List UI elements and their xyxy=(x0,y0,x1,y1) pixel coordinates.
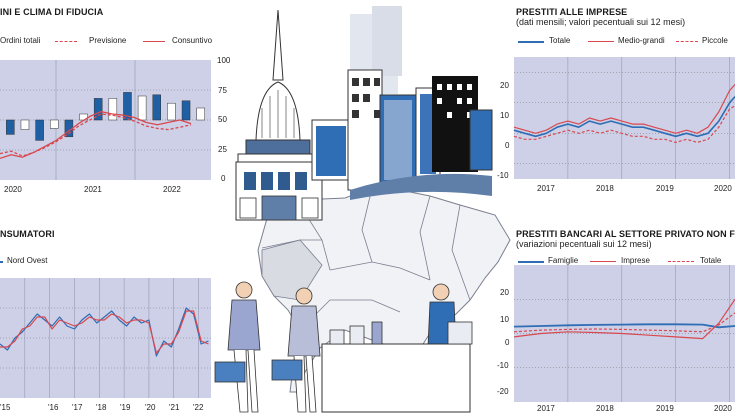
tl-xtick-2021: 2021 xyxy=(84,185,102,194)
tr-legend-piccole-swatch xyxy=(676,41,698,42)
tr-legend-medio-grandi-swatch xyxy=(588,41,614,42)
tl-bar-7 xyxy=(108,98,118,121)
br-ytick-0: 0 xyxy=(505,338,510,347)
tl-bar-12 xyxy=(181,100,191,121)
tl-legend-ordini: Ordini totali xyxy=(0,36,41,45)
bl-xtick-18: '18 xyxy=(96,403,107,412)
br-ytick-10: 10 xyxy=(500,315,509,324)
bl-xtick-19: '19 xyxy=(120,403,131,412)
bl-legend-swatch xyxy=(0,261,3,263)
tl-title: INI E CLIMA DI FIDUCIA xyxy=(0,7,104,17)
mole-antonelliana-illustration xyxy=(235,9,323,221)
bl-xtick-15: '15 xyxy=(0,403,11,412)
tl-ytick-25: 25 xyxy=(218,145,227,154)
tr-legend-totale: Totale xyxy=(549,36,571,45)
tr-title: PRESTITI ALLE IMPRESE xyxy=(516,7,628,17)
tr-xtick-2017: 2017 xyxy=(537,184,555,193)
tl-ytick-0: 0 xyxy=(221,174,226,183)
tl-ytick-100: 100 xyxy=(217,56,231,65)
tl-legend-previsione: Previsione xyxy=(89,36,127,45)
tl-series-consuntivo xyxy=(0,110,192,160)
tl-bar-11 xyxy=(167,102,176,121)
tr-series-0 xyxy=(513,96,735,138)
br-legend-famiglie-swatch xyxy=(518,261,544,263)
tr-legend-totale-swatch xyxy=(518,41,544,43)
tl-bar-3 xyxy=(50,119,59,129)
br-ytick-minus20: -20 xyxy=(497,387,509,396)
tl-bar-0 xyxy=(6,119,15,135)
br-title: PRESTITI BANCARI AL SETTORE PRIVATO NON … xyxy=(516,229,735,239)
tr-subtitle: (dati mensili; valori pecentuali sui 12 … xyxy=(516,17,686,27)
tl-xtick-2022: 2022 xyxy=(163,185,181,194)
bl-xtick-17: '17 xyxy=(72,403,83,412)
tl-legend-consuntivo: Consuntivo xyxy=(172,36,213,45)
tl-xtick-2020: 2020 xyxy=(4,185,22,194)
tl-bar-6 xyxy=(93,98,103,121)
br-series-1 xyxy=(513,298,735,340)
shoppers-illustration xyxy=(214,281,473,413)
tr-ytick-20: 20 xyxy=(500,81,509,90)
br-legend-imprese: Imprese xyxy=(621,256,650,265)
br-xtick-2020: 2020 xyxy=(714,404,732,413)
bl-xtick-22: '22 xyxy=(193,403,204,412)
br-legend-famiglie: Famiglie xyxy=(548,256,579,265)
city-skyline-illustration xyxy=(311,6,493,200)
tr-series-1 xyxy=(513,84,735,134)
tr-xtick-2020: 2020 xyxy=(714,184,732,193)
tr-plot-area xyxy=(514,57,735,179)
tr-series-2 xyxy=(513,105,735,143)
br-xtick-2019: 2019 xyxy=(656,404,674,413)
bl-legend-nord-ovest: Nord Ovest xyxy=(7,256,48,265)
tl-ytick-75: 75 xyxy=(218,86,227,95)
tl-bar-10 xyxy=(152,94,161,121)
br-ytick-20: 20 xyxy=(500,288,509,297)
br-subtitle: (variazioni pecentuali sui 12 mesi) xyxy=(516,239,652,249)
tr-ytick-minus10: -10 xyxy=(497,171,509,180)
tl-ytick-50: 50 xyxy=(218,115,227,124)
tr-xtick-2019: 2019 xyxy=(656,184,674,193)
tl-bar-9 xyxy=(137,95,147,121)
br-xtick-2018: 2018 xyxy=(596,404,614,413)
tl-bar-8 xyxy=(123,92,132,121)
bl-series-1 xyxy=(0,310,209,354)
bl-xtick-20: '20 xyxy=(145,403,156,412)
tr-ytick-0: 0 xyxy=(505,141,510,150)
tl-bar-2 xyxy=(35,119,44,141)
bl-xtick-21: '21 xyxy=(169,403,180,412)
br-ytick-minus10: -10 xyxy=(497,361,509,370)
tl-bar-13 xyxy=(196,107,205,121)
br-series-0 xyxy=(513,323,735,329)
tr-ytick-10: 10 xyxy=(500,111,509,120)
tl-legend-consuntivo-swatch xyxy=(143,41,165,42)
br-legend-imprese-swatch xyxy=(590,261,616,262)
br-xtick-2017: 2017 xyxy=(537,404,555,413)
tl-legend-previsione-swatch xyxy=(55,41,77,42)
tl-series-previsione xyxy=(0,113,192,157)
bl-title: NSUMATORI xyxy=(0,229,55,239)
tr-legend-medio-grandi: Medio-grandi xyxy=(618,36,665,45)
br-series-2 xyxy=(513,312,735,333)
tl-bar-1 xyxy=(20,119,30,130)
br-legend-totale: Totale xyxy=(700,256,722,265)
br-legend-totale-swatch xyxy=(668,261,694,262)
bl-xtick-16: '16 xyxy=(48,403,59,412)
tr-legend-piccole: Piccole xyxy=(702,36,728,45)
tr-xtick-2018: 2018 xyxy=(596,184,614,193)
